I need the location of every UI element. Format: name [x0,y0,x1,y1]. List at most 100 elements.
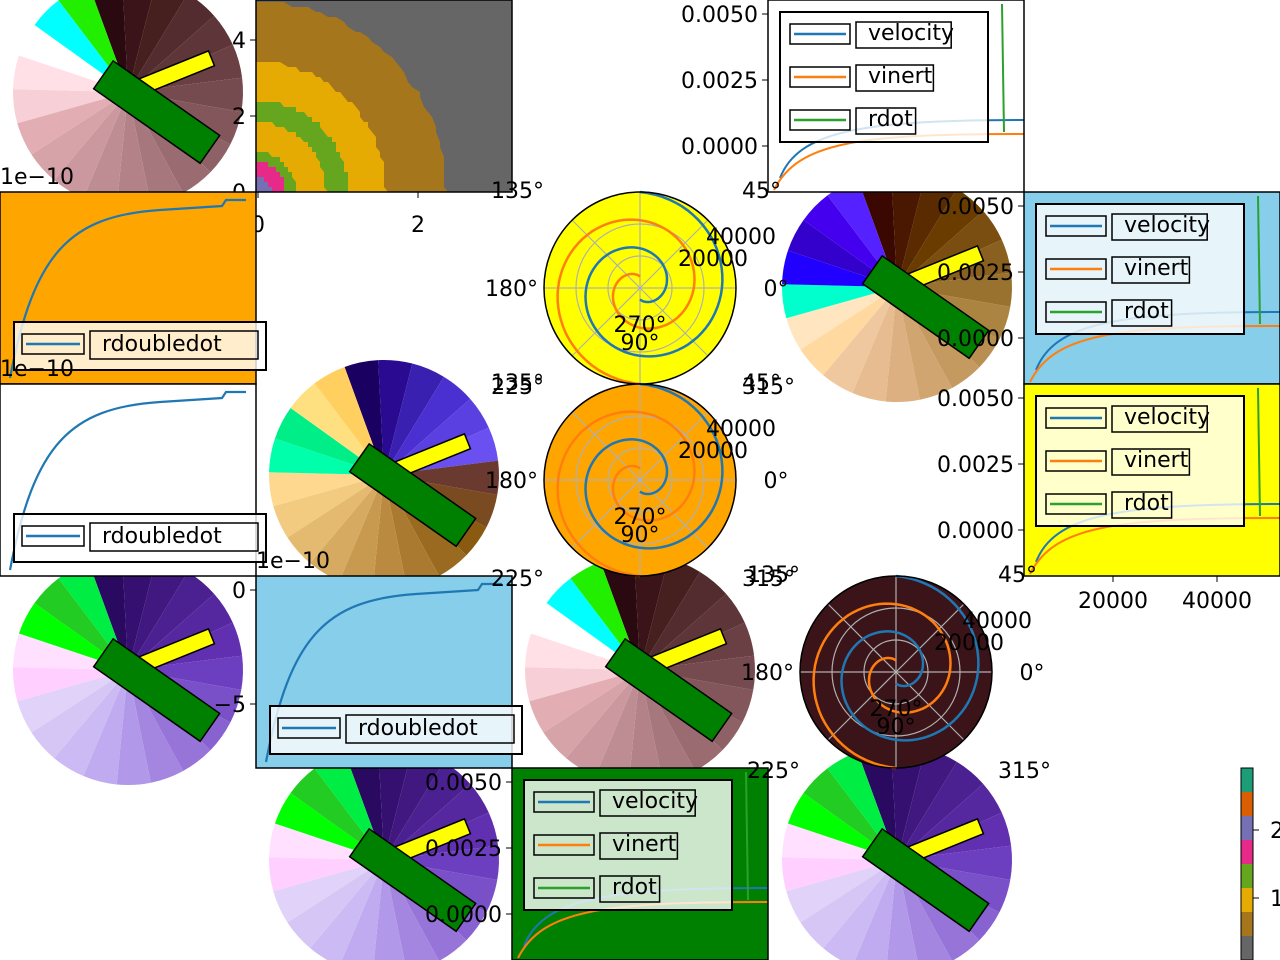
legend-label-box [855,64,935,92]
polar-series-line-2 [556,218,696,386]
polar-angle-label: 135° [491,371,544,396]
pie-slice [287,860,384,949]
rdoubledot-panel-rdd-c: rdoubledot 1e−10 0 −5 [214,549,523,769]
legend-handle-box [533,834,595,856]
pie-slice [566,670,640,777]
legend-handle-box [533,877,595,899]
tick-label: 0.0025 [937,261,1014,286]
legend-handle-box [1045,215,1107,237]
pie-slice [290,768,384,860]
polar-radial-label: 40000 [706,417,776,442]
pie-slice [339,475,384,590]
legend-handle-box [277,717,341,739]
pie-slice [787,792,897,860]
pie-chart-4 [525,555,755,785]
pie-slice [600,555,640,670]
pie-slice [891,171,926,287]
polar-frame [799,575,993,769]
series-line-rdot [745,771,749,901]
polar-series-line-1 [584,382,724,550]
pie-slice [344,745,384,860]
pie-slice [128,655,243,690]
legend-label-box [345,714,515,744]
polar-series-line-1 [584,190,724,358]
pie-slice [897,748,957,860]
pie-slice [525,667,640,702]
legend-handle-box [789,23,851,45]
pie-slice [530,602,640,670]
legend-label-box [1111,448,1191,476]
pie-slice [31,670,128,759]
legend-handle-box [21,333,85,355]
tick-label: 2 [411,213,425,238]
pie-slice [273,475,384,538]
pie-slice [372,475,407,591]
polar-angle-label: 270° [870,697,923,722]
pie-slice [782,284,897,319]
pie-slice [384,748,444,860]
pie-slice [83,92,128,207]
polar-grid-spoke [895,603,965,673]
series-line-rdot [1257,387,1261,517]
pie-slice [640,558,700,670]
pie-slice [897,845,1012,880]
axes-frame [767,0,1025,193]
legend-box [13,513,267,563]
colorbar-segment [1241,768,1253,792]
tick-label: 2 [232,105,246,130]
polar-angle-label: 225° [491,567,544,592]
pie-slice [116,670,151,785]
pie-slice [374,860,405,960]
polar-angle-label: 0° [764,469,789,494]
pie-overlay-bar [348,442,477,548]
series-line-rdot [1001,3,1005,133]
legend-label-box [89,330,259,360]
tick-label: 0.0000 [937,327,1014,352]
pie-slice [854,860,897,960]
legend-label-rdoubledot: rdoubledot [358,716,478,741]
pie-slice [54,670,128,777]
pie-slice [897,761,984,860]
pie-slice [543,670,640,759]
axis-offset-text: 1e−10 [256,549,330,574]
polar-frame [543,383,737,577]
polar-grid-spoke [827,603,897,673]
colorbar-segment [1241,840,1253,864]
pie-slice [529,670,640,733]
polar-angle-label: 270° [614,505,667,530]
axes-frame [255,0,513,193]
colorbar-segment [1241,888,1253,912]
pie-slice [384,860,439,960]
colorbar-segment [1241,936,1253,960]
pie-slice [891,745,926,860]
polar-grid-spoke [639,287,709,357]
pie-chart-5 [782,171,1012,402]
legend-label-box [855,21,952,49]
pie-slice [128,558,188,670]
pie-slice [897,272,1012,307]
pie-overlay-bar [348,827,477,933]
tick-label: 0.0000 [681,135,758,160]
colorbar: 12 [1240,767,1280,960]
pie-slice [640,655,755,690]
legend-label-box [1111,299,1173,327]
polar-grid-spoke [639,411,709,481]
rdoubledot-panel-rdd-a: rdoubledot 1e−10 [0,165,267,385]
pie-slice [18,602,128,670]
pie-slice [17,670,129,733]
polar-angle-label: 315° [742,567,795,592]
pie-slice [12,667,128,702]
legend-label-box [1111,256,1191,284]
pie-slice [273,860,384,923]
pie-slice [128,0,185,92]
legend-label-rdoubledot: rdoubledot [102,332,222,357]
legend-label-vinert: vinert [868,64,933,89]
pie-slice [384,376,471,475]
colorbar-label: 1 [1270,887,1280,912]
pie-slice [857,745,897,860]
pie-slice [384,460,499,495]
legend-label-box [1111,491,1173,519]
colorbar-frame [1240,767,1254,960]
